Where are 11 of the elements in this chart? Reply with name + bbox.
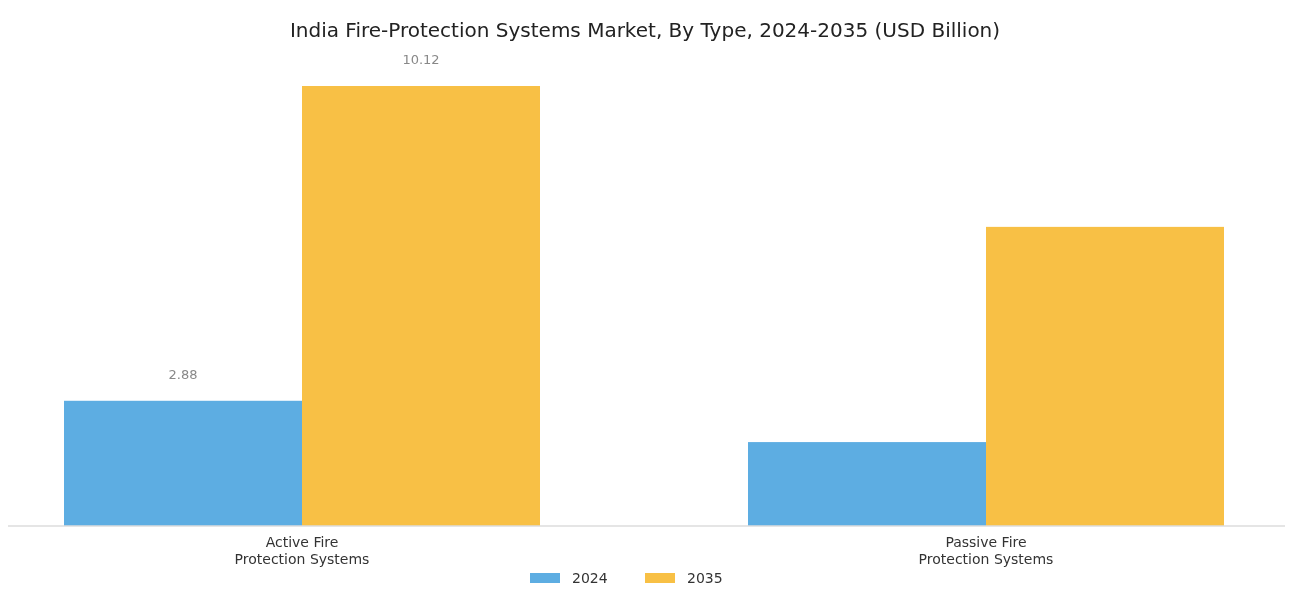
bar	[302, 86, 540, 526]
bar	[986, 226, 1224, 526]
x-tick-label: Passive Fire Protection Systems	[918, 534, 1054, 567]
data-label: 2.88	[168, 366, 198, 382]
x-tick-label: Active Fire Protection Systems	[234, 534, 370, 567]
bar	[748, 442, 986, 526]
data-label: 10.12	[402, 52, 440, 67]
legend-label: 2024	[572, 570, 608, 586]
chart-title: India Fire-Protection Systems Market, By Type, 2024-2035 (USD Billion)	[289, 18, 1001, 42]
bar	[64, 400, 302, 526]
legend-label: 2035	[687, 570, 723, 586]
